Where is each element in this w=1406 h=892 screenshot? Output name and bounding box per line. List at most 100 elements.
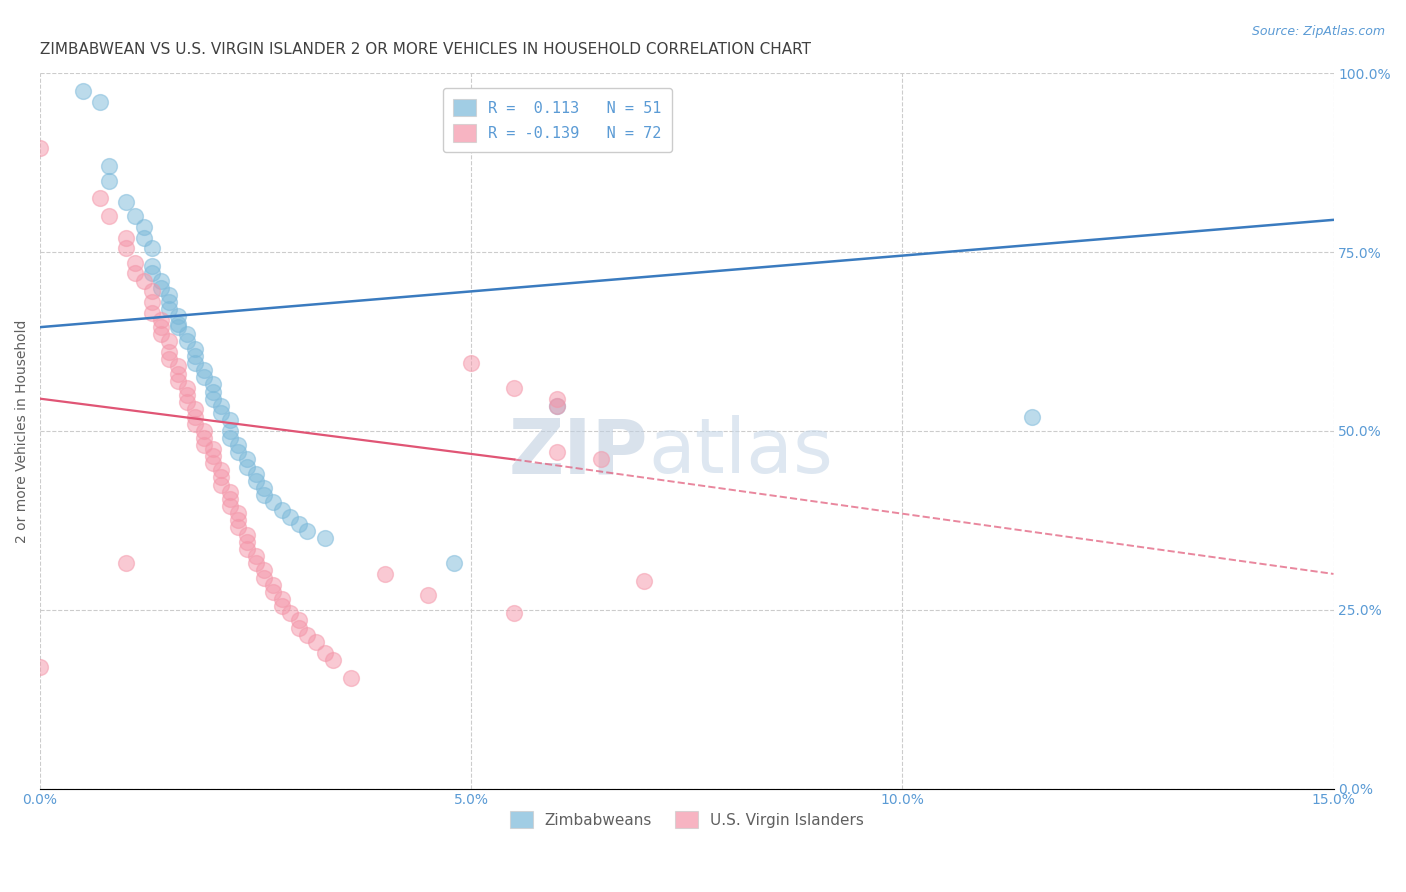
Point	[209, 406, 232, 420]
Point	[218, 431, 240, 445]
Point	[270, 502, 292, 516]
Text: ZIP: ZIP	[509, 416, 648, 490]
Point	[176, 381, 198, 395]
Point	[589, 452, 612, 467]
Point	[278, 509, 301, 524]
Point	[184, 402, 207, 417]
Point	[209, 470, 232, 484]
Point	[141, 260, 163, 274]
Point	[115, 556, 138, 570]
Point	[245, 467, 267, 481]
Point	[159, 352, 181, 367]
Point	[322, 653, 344, 667]
Point	[98, 173, 121, 187]
Point	[633, 574, 655, 588]
Point	[245, 474, 267, 488]
Point	[253, 570, 276, 584]
Point	[236, 459, 259, 474]
Point	[193, 438, 215, 452]
Point	[209, 463, 232, 477]
Point	[262, 495, 284, 509]
Point	[193, 424, 215, 438]
Point	[305, 635, 328, 649]
Point	[124, 267, 146, 281]
Point	[193, 431, 215, 445]
Point	[98, 159, 121, 173]
Point	[262, 584, 284, 599]
Point	[176, 388, 198, 402]
Point	[132, 274, 155, 288]
Point	[149, 320, 172, 334]
Point	[339, 671, 361, 685]
Point	[141, 295, 163, 310]
Point	[236, 452, 259, 467]
Point	[89, 95, 111, 109]
Point	[201, 392, 224, 406]
Point	[176, 334, 198, 349]
Y-axis label: 2 or more Vehicles in Household: 2 or more Vehicles in Household	[15, 319, 30, 542]
Point	[124, 256, 146, 270]
Point	[546, 392, 568, 406]
Point	[201, 384, 224, 399]
Point	[460, 356, 482, 370]
Point	[167, 359, 190, 374]
Point	[228, 438, 250, 452]
Point	[253, 563, 276, 577]
Point	[236, 534, 259, 549]
Point	[253, 488, 276, 502]
Point	[149, 281, 172, 295]
Point	[245, 549, 267, 563]
Point	[98, 209, 121, 223]
Point	[115, 194, 138, 209]
Point	[374, 566, 396, 581]
Point	[115, 231, 138, 245]
Point	[72, 84, 94, 98]
Point	[184, 342, 207, 356]
Point	[288, 516, 311, 531]
Point	[132, 219, 155, 234]
Point	[546, 399, 568, 413]
Point	[89, 191, 111, 205]
Point	[149, 327, 172, 342]
Text: ZIMBABWEAN VS U.S. VIRGIN ISLANDER 2 OR MORE VEHICLES IN HOUSEHOLD CORRELATION C: ZIMBABWEAN VS U.S. VIRGIN ISLANDER 2 OR …	[41, 42, 811, 57]
Point	[245, 556, 267, 570]
Point	[132, 231, 155, 245]
Point	[193, 363, 215, 377]
Point	[184, 349, 207, 363]
Point	[209, 477, 232, 491]
Point	[288, 621, 311, 635]
Point	[193, 370, 215, 384]
Point	[201, 442, 224, 456]
Point	[297, 524, 319, 538]
Point	[141, 285, 163, 299]
Point	[176, 327, 198, 342]
Point	[418, 588, 440, 602]
Text: atlas: atlas	[648, 416, 832, 490]
Point	[159, 295, 181, 310]
Point	[209, 399, 232, 413]
Point	[1021, 409, 1043, 424]
Point	[115, 242, 138, 256]
Point	[314, 531, 336, 545]
Point	[270, 591, 292, 606]
Point	[218, 499, 240, 513]
Point	[270, 599, 292, 614]
Point	[546, 445, 568, 459]
Point	[253, 481, 276, 495]
Point	[218, 413, 240, 427]
Point	[159, 345, 181, 359]
Point	[167, 320, 190, 334]
Point	[159, 288, 181, 302]
Point	[503, 381, 526, 395]
Point	[184, 356, 207, 370]
Point	[141, 242, 163, 256]
Point	[314, 646, 336, 660]
Point	[228, 513, 250, 527]
Point	[176, 395, 198, 409]
Point	[218, 424, 240, 438]
Point	[167, 317, 190, 331]
Point	[228, 445, 250, 459]
Point	[167, 374, 190, 388]
Point	[149, 313, 172, 327]
Point	[167, 367, 190, 381]
